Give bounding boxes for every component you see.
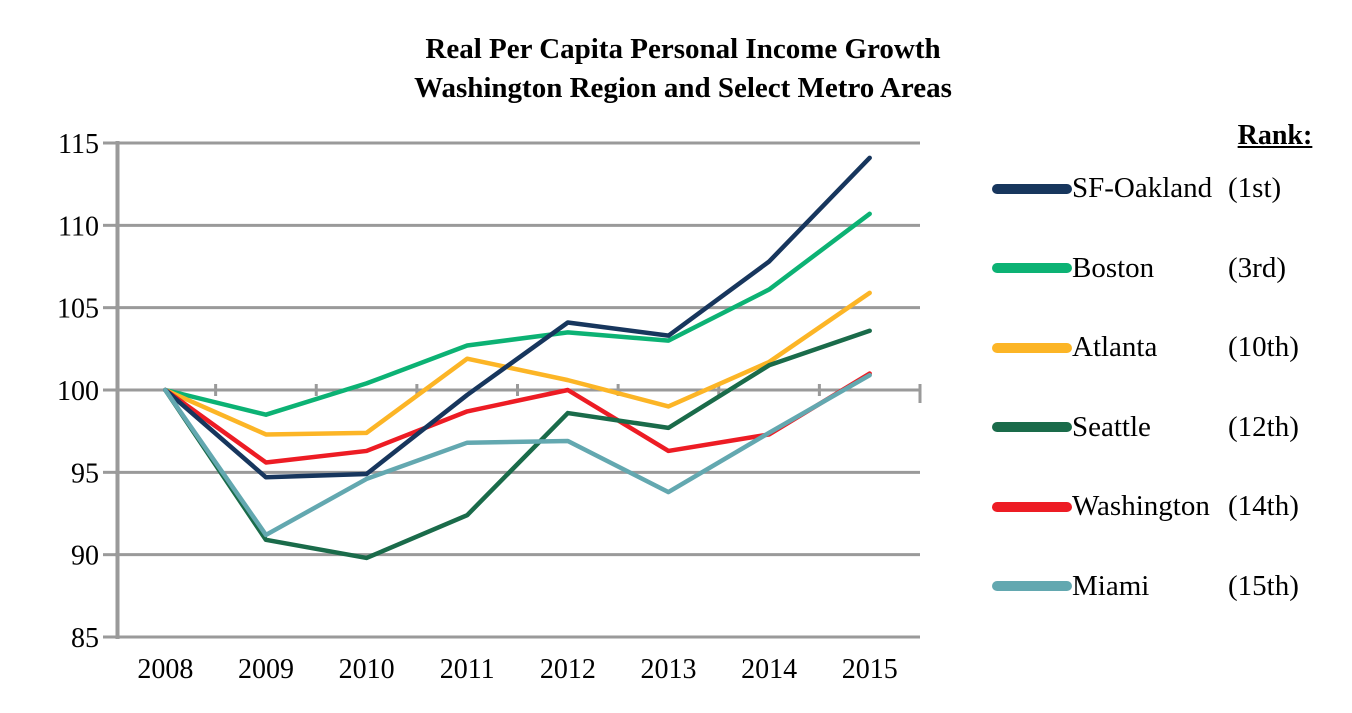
legend-rows: SF-Oakland (1st) Boston (3rd) Atlanta (1… [992, 149, 1340, 626]
series-line-seattle [163, 328, 872, 561]
legend-series-name: SF-Oakland [1072, 172, 1213, 205]
x-axis-label-2015: 2015 [842, 654, 898, 685]
x-axis-label-2014: 2014 [741, 654, 797, 685]
legend-item-seattle: Seattle (12th) [992, 388, 1340, 468]
y-axis-label-100: 100 [57, 376, 99, 407]
legend-series-name: Boston [1072, 251, 1155, 284]
series-line-sf-oakland [163, 155, 872, 480]
y-axis-label-110: 110 [58, 211, 99, 242]
legend-line-swatch [992, 501, 1072, 512]
chart-subtitle: Washington Region and Select Metro Areas [414, 72, 952, 104]
x-axis-label-2011: 2011 [440, 654, 495, 685]
legend-header: Rank: [1237, 120, 1313, 151]
legend-line-swatch [992, 581, 1072, 592]
legend-series-name: Miami [1072, 569, 1150, 602]
legend-line-swatch [992, 263, 1072, 274]
legend-line-swatch [992, 342, 1072, 353]
legend-series-rank: (14th) [1228, 490, 1299, 523]
series-line-miami [163, 372, 872, 538]
legend-line-swatch [992, 183, 1072, 194]
series-line-atlanta [163, 290, 872, 437]
x-axis-label-2008: 2008 [137, 654, 193, 685]
legend-series-rank: (1st) [1228, 172, 1282, 205]
x-axis-label-2013: 2013 [640, 654, 696, 685]
legend-item-washington: Washington (14th) [992, 467, 1340, 547]
chart-title-block: Real Per Capita Personal Income Growth W… [15, 30, 1351, 108]
x-axis-label-2012: 2012 [540, 654, 596, 685]
legend-series-name: Seattle [1072, 410, 1151, 443]
legend-item-miami: Miami (15th) [992, 547, 1340, 627]
legend-item-boston: Boston (3rd) [992, 229, 1340, 309]
legend-item-sf-oakland: SF-Oakland (1st) [992, 149, 1340, 229]
chart-title: Real Per Capita Personal Income Growth [425, 33, 941, 65]
y-axis-label-85: 85 [71, 623, 99, 654]
legend-series-rank: (12th) [1228, 410, 1299, 443]
series-line-washington [163, 371, 872, 465]
legend-series-name: Washington [1072, 490, 1210, 523]
y-axis-label-105: 105 [57, 294, 99, 325]
y-axis-label-115: 115 [58, 129, 99, 160]
series-line-boston [163, 211, 872, 417]
legend-line-swatch [992, 422, 1072, 433]
legend-series-rank: (10th) [1228, 331, 1299, 364]
legend-series-rank: (3rd) [1228, 251, 1286, 284]
y-axis-label-95: 95 [71, 458, 99, 489]
legend-series-rank: (15th) [1228, 569, 1299, 602]
x-axis-label-2010: 2010 [339, 654, 395, 685]
y-axis-label-90: 90 [71, 541, 99, 572]
legend-series-name: Atlanta [1072, 331, 1158, 364]
x-axis-label-2009: 2009 [238, 654, 294, 685]
legend-item-atlanta: Atlanta (10th) [992, 308, 1340, 388]
